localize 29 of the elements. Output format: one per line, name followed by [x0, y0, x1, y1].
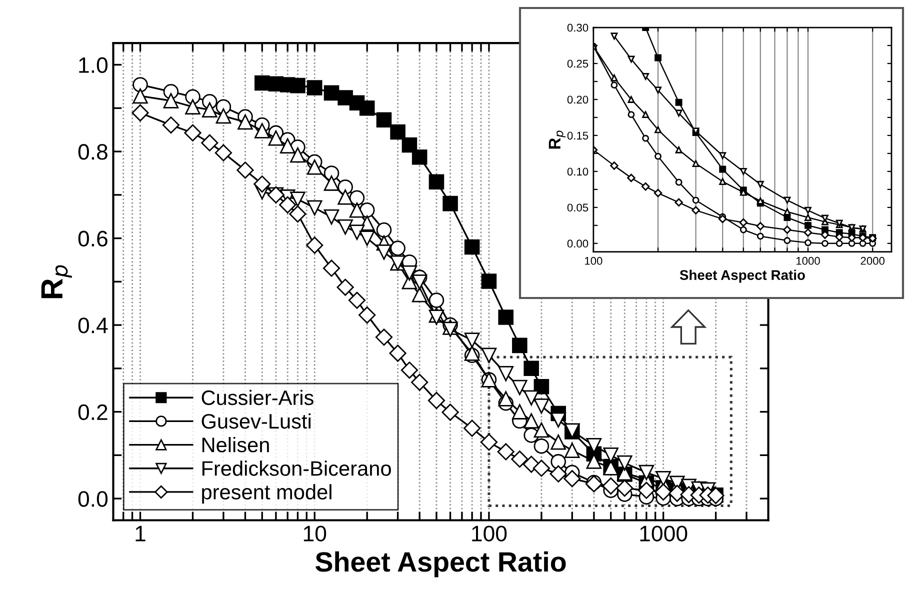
y-tick-label: 0.6 — [78, 230, 108, 247]
x-axis-title: Sheet Aspect Ratio — [680, 270, 805, 283]
legend-label: Cussier-Aris — [202, 390, 314, 406]
legend-label: Gusev-Lusti — [202, 413, 311, 429]
y-tick-label: 0.10 — [567, 168, 588, 176]
x-tick-label: 1000 — [640, 526, 688, 542]
y-tick-label: 0.05 — [567, 204, 588, 212]
y-tick-label: 0.2 — [78, 404, 108, 420]
x-axis-title: Sheet Aspect Ratio — [316, 551, 566, 578]
legend-label: Fredickson-Bicerano — [202, 460, 391, 476]
y-tick-label: 1.0 — [79, 57, 108, 74]
x-tick-label: 10 — [304, 526, 326, 542]
legend-label: present model — [202, 484, 332, 504]
y-axis-title: R$_{p}$ — [548, 130, 566, 149]
y-tick-label: 0.00 — [567, 240, 588, 248]
x-tick-label: 2000 — [860, 256, 885, 265]
y-tick-label: 0.8 — [78, 144, 108, 160]
y-tick-label: 0.4 — [78, 318, 108, 334]
x-tick-label: 100 — [472, 526, 507, 542]
y-tick-label: 0.25 — [567, 60, 588, 68]
x-tick-label: 100 — [585, 256, 602, 265]
y-tick-label: 0.0 — [78, 491, 108, 507]
legend-label: Nelisen — [202, 437, 269, 452]
y-axis-title: R$_{p}$ — [41, 265, 72, 298]
x-tick-label: 1000 — [796, 256, 820, 265]
x-tick-label: 1 — [136, 526, 146, 542]
y-tick-label: 0.30 — [567, 24, 588, 32]
y-tick-label: 0.15 — [567, 132, 588, 140]
y-tick-label: 0.20 — [567, 96, 588, 104]
